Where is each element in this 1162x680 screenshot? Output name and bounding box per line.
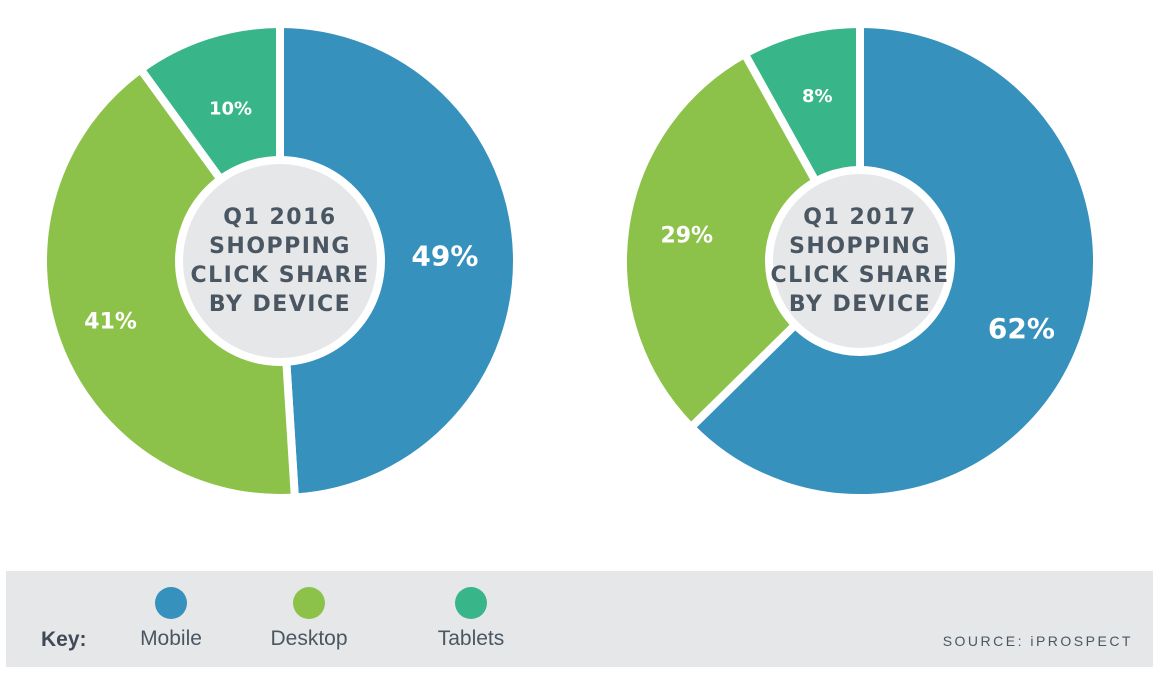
chart-title-line: BY DEVICE xyxy=(209,292,351,317)
slice-label-tablets: 8% xyxy=(802,86,833,107)
legend-label-mobile: Mobile xyxy=(140,627,202,650)
donut-center xyxy=(175,156,385,366)
legend-item-desktop: Desktop xyxy=(239,587,379,657)
chart-title-line: CLICK SHARE xyxy=(191,263,370,288)
source-note: SOURCE: iPROSPECT xyxy=(942,633,1133,649)
legend-label-desktop: Desktop xyxy=(270,627,348,650)
slice-desktop xyxy=(619,48,865,433)
chart-title-line: Q1 2016 xyxy=(223,205,336,230)
slice-desktop xyxy=(39,63,300,502)
chart-title-line: Q1 2017 xyxy=(803,205,916,230)
pie-chart-q1-2017: 62% 29% 8% Q1 2017 SHOPPING CLICK SHARE BY DEV… xyxy=(619,19,1101,502)
slice-label-mobile: 49% xyxy=(411,239,478,272)
legend-swatch-mobile xyxy=(155,587,187,619)
chart-title-line: BY DEVICE xyxy=(789,292,931,317)
legend-bar: Key: Mobile Desktop Tablets SOURCE: iPRO… xyxy=(6,571,1153,667)
chart-title-line: SHOPPING xyxy=(209,234,351,259)
legend-label-tablets: Tablets xyxy=(437,627,505,650)
slice-label-desktop: 29% xyxy=(660,224,713,249)
legend-key-label: Key: xyxy=(41,628,87,651)
pie-charts: 49% 41% 10% Q1 2016 SHOPPING CLICK SHARE BY DE… xyxy=(39,19,1101,502)
donut-center xyxy=(765,166,955,356)
pie-chart-q1-2016: 49% 41% 10% Q1 2016 SHOPPING CLICK SHARE BY DE… xyxy=(39,19,521,502)
legend-swatch-desktop xyxy=(293,587,325,619)
legend-item-tablets: Tablets xyxy=(401,587,541,657)
slice-label-tablets: 10% xyxy=(209,98,252,119)
slice-mobile xyxy=(276,19,521,502)
chart-title-line: CLICK SHARE xyxy=(771,263,950,288)
legend-swatch-tablets xyxy=(455,587,487,619)
slice-label-desktop: 41% xyxy=(84,309,137,334)
legend-item-mobile: Mobile xyxy=(101,587,241,657)
slice-label-mobile: 62% xyxy=(988,312,1055,345)
chart-title-line: SHOPPING xyxy=(789,234,931,259)
